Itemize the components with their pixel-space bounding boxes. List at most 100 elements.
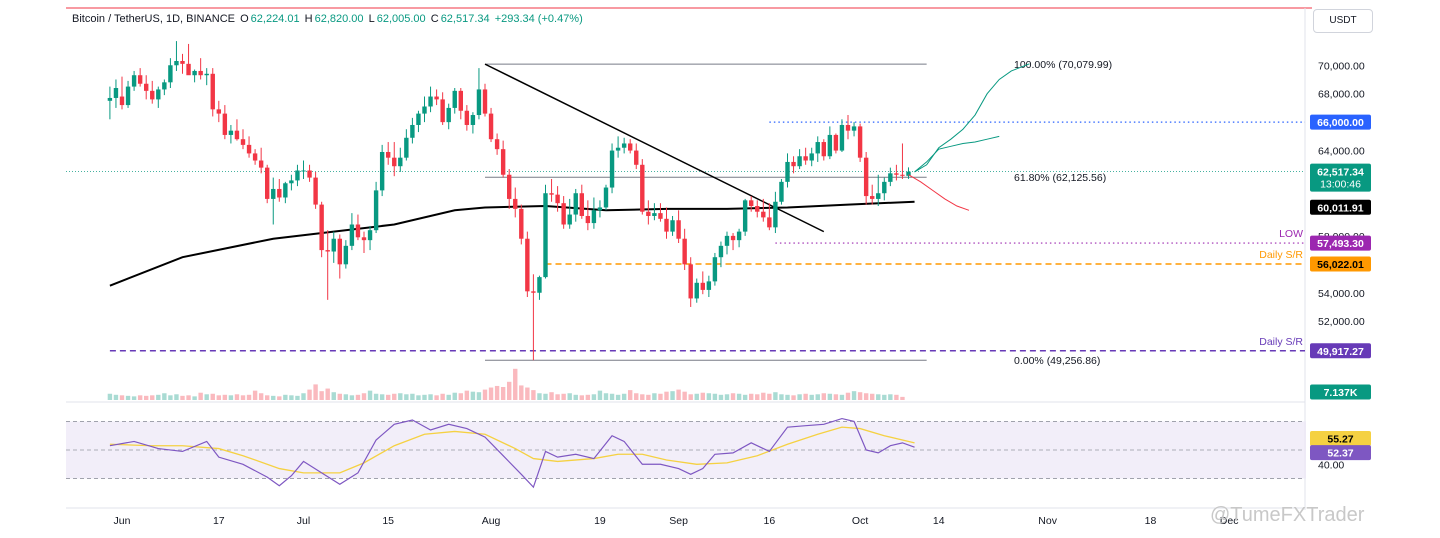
change-value: +293.34 (+0.47%) — [494, 13, 583, 25]
candle-body — [216, 109, 221, 114]
candle-body — [603, 187, 609, 208]
candle-body — [349, 224, 355, 246]
volume-bar — [634, 393, 639, 400]
volume-bar — [361, 393, 367, 400]
volume-bar — [283, 394, 288, 400]
volume-bar — [561, 393, 566, 400]
x-tick-label: Sep — [669, 515, 688, 527]
candle-body — [555, 194, 560, 204]
price-tag-daily-sr-bg — [1310, 256, 1371, 272]
fib-level-label: 100.00% (70,079.99) — [1014, 59, 1112, 71]
volume-bar — [198, 392, 203, 400]
x-tick-label: Nov — [1038, 515, 1057, 527]
volume-bar — [761, 392, 766, 400]
rsi-tag: 52.37 — [1327, 448, 1353, 460]
volume-bar — [131, 396, 137, 400]
x-tick-label: 15 — [382, 515, 394, 527]
volume-bar — [894, 394, 899, 400]
volume-bar — [833, 394, 839, 400]
candle-body — [736, 231, 742, 241]
candle-body — [192, 70, 197, 76]
volume-bar — [821, 393, 826, 400]
candle-body — [827, 134, 833, 157]
volume-bar — [144, 395, 149, 400]
candle-body — [537, 277, 542, 293]
volume-bar — [531, 390, 536, 400]
volume-bar — [488, 387, 494, 400]
candle-body — [664, 218, 669, 232]
candle-body — [573, 193, 578, 215]
candle-body — [210, 73, 215, 110]
candle-body — [531, 291, 536, 293]
volume-bar — [845, 392, 851, 400]
volume-bar — [252, 390, 258, 400]
projection-path — [908, 174, 970, 211]
close-value: 62,517.34 — [440, 13, 490, 25]
volume-bar — [730, 393, 736, 400]
volume-bar — [827, 393, 833, 400]
volume-bar — [519, 385, 524, 400]
candle-body — [519, 208, 524, 239]
rsi-ma-line — [109, 426, 915, 474]
volume-bar — [591, 394, 597, 400]
volume-bar — [379, 394, 385, 400]
volume-bar — [404, 394, 409, 400]
volume-bar — [555, 394, 560, 400]
candle-body — [131, 75, 137, 87]
candle-body — [476, 89, 482, 116]
candle-body — [355, 224, 361, 238]
candle-body — [730, 235, 736, 241]
high-value: 62,820.00 — [314, 13, 364, 25]
x-tick-label: 18 — [1145, 515, 1157, 527]
volume-bar — [107, 393, 113, 400]
candle-body — [579, 193, 584, 216]
level-text: Daily S/R — [1259, 336, 1303, 348]
volume-bar — [688, 394, 693, 400]
candle-body — [265, 167, 270, 199]
candle-body — [343, 245, 349, 265]
x-tick-label: 17 — [213, 515, 225, 527]
candle-body — [815, 142, 820, 154]
volume-bar — [718, 394, 724, 400]
volume-bar — [331, 392, 336, 400]
volume-bar — [767, 393, 772, 400]
current-price-tag: 62,517.34 — [1317, 167, 1364, 179]
rsi-tag-bg — [1310, 445, 1371, 461]
volume-bar — [452, 392, 457, 400]
candle-body — [809, 153, 814, 161]
volume-bar — [301, 393, 306, 400]
volume-bar — [749, 393, 754, 400]
currency-button[interactable]: USDT — [1313, 9, 1373, 33]
volume-bar — [567, 393, 572, 400]
candle-body — [870, 196, 875, 199]
volume-bar — [573, 394, 578, 400]
candle-body — [634, 150, 639, 165]
x-tick-label: 14 — [933, 515, 945, 527]
level-text: LOW — [1279, 228, 1303, 240]
price-tag-daily-sr-2: 49,917.27 — [1317, 346, 1364, 358]
candle-body — [119, 96, 125, 106]
volume-bar — [343, 394, 349, 400]
volume-bar — [646, 394, 651, 400]
candle-body — [289, 180, 294, 184]
candle-body — [156, 89, 161, 100]
candle-body — [646, 211, 651, 216]
volume-bar — [724, 394, 730, 400]
fib-level-label: 0.00% (49,256.86) — [1014, 355, 1100, 367]
candle-body — [882, 181, 887, 194]
y-tick-label: 70,000.00 — [1318, 60, 1365, 72]
chart-header: Bitcoin / TetherUS, 1D, BINANCE O 62,224.… — [72, 13, 583, 25]
candle-body — [180, 60, 185, 64]
volume-bar — [882, 394, 887, 400]
candle-body — [500, 149, 506, 175]
volume-bar — [543, 393, 548, 400]
candle-body — [676, 220, 681, 239]
candle-body — [670, 220, 675, 232]
candle-body — [137, 75, 143, 84]
volume-tag: 7.137K — [1324, 387, 1358, 399]
candle-body — [307, 170, 312, 178]
candle-body — [440, 99, 445, 123]
trendline — [484, 63, 825, 233]
volume-bar — [162, 393, 167, 400]
volume-bar — [446, 394, 451, 400]
